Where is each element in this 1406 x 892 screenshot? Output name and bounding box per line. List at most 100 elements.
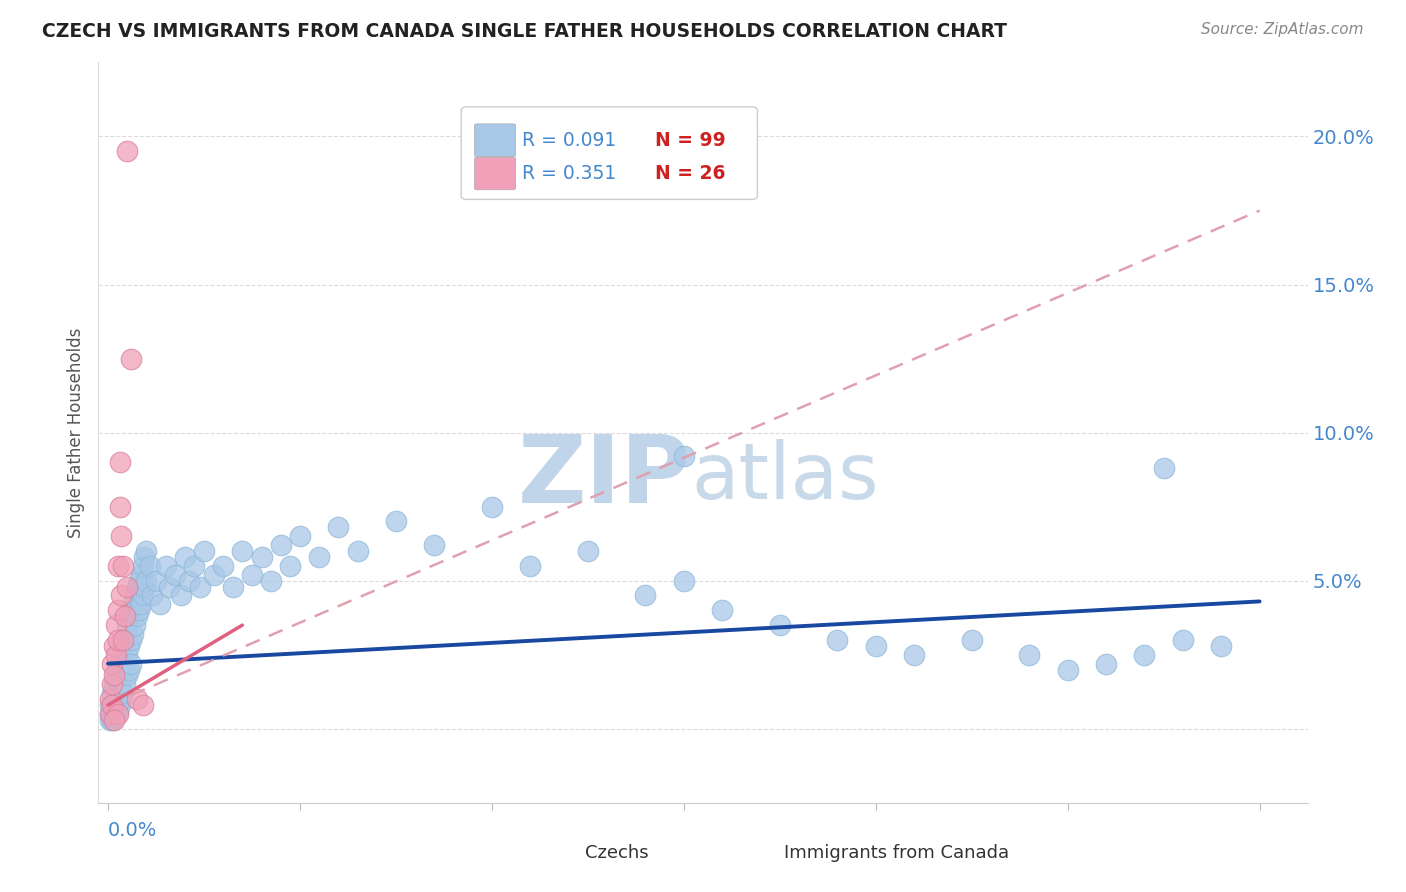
Point	[423, 538, 446, 552]
Point	[903, 648, 925, 662]
Text: R = 0.351: R = 0.351	[522, 164, 616, 183]
Point	[960, 632, 983, 647]
Point	[104, 668, 127, 682]
Point	[112, 558, 135, 573]
Point	[118, 663, 141, 677]
Point	[672, 574, 695, 588]
Point	[114, 609, 136, 624]
Text: R = 0.091: R = 0.091	[522, 130, 616, 150]
Point	[1095, 657, 1118, 671]
Point	[134, 549, 156, 564]
FancyBboxPatch shape	[474, 124, 516, 156]
Point	[141, 589, 163, 603]
Point	[101, 677, 124, 691]
Point	[104, 618, 127, 632]
Point	[131, 698, 153, 712]
Point	[103, 698, 125, 712]
Point	[173, 549, 195, 564]
Point	[115, 648, 138, 662]
Point	[125, 580, 148, 594]
Point	[134, 580, 156, 594]
Point	[129, 598, 152, 612]
Point	[145, 574, 167, 588]
Text: 0.0%: 0.0%	[108, 821, 157, 839]
Point	[131, 558, 153, 573]
Point	[110, 692, 132, 706]
Point	[769, 618, 792, 632]
Text: CZECH VS IMMIGRANTS FROM CANADA SINGLE FATHER HOUSEHOLDS CORRELATION CHART: CZECH VS IMMIGRANTS FROM CANADA SINGLE F…	[42, 22, 1007, 41]
Point	[103, 668, 125, 682]
Point	[1153, 461, 1175, 475]
Text: Immigrants from Canada: Immigrants from Canada	[785, 844, 1010, 863]
Point	[212, 558, 235, 573]
Point	[110, 648, 132, 662]
Point	[101, 657, 124, 671]
Point	[98, 713, 121, 727]
Point	[1171, 632, 1194, 647]
Point	[222, 580, 245, 594]
Point	[135, 544, 157, 558]
Point	[104, 692, 127, 706]
Point	[107, 704, 129, 718]
Point	[112, 632, 135, 647]
Point	[188, 580, 211, 594]
Point	[107, 663, 129, 677]
Point	[112, 639, 135, 653]
Point	[481, 500, 503, 514]
Point	[250, 549, 273, 564]
Point	[101, 686, 124, 700]
Point	[177, 574, 200, 588]
Point	[193, 544, 215, 558]
Point	[827, 632, 849, 647]
Point	[104, 648, 127, 662]
Point	[634, 589, 657, 603]
Point	[131, 589, 153, 603]
Point	[115, 145, 138, 159]
Point	[125, 692, 148, 706]
Point	[98, 706, 121, 721]
Point	[135, 574, 157, 588]
Point	[103, 713, 125, 727]
Point	[110, 529, 132, 543]
Point	[118, 609, 141, 624]
Point	[115, 668, 138, 682]
Text: ZIP: ZIP	[517, 431, 690, 523]
Point	[120, 351, 142, 366]
Point	[108, 455, 131, 469]
FancyBboxPatch shape	[461, 107, 758, 200]
Point	[101, 698, 124, 712]
Point	[112, 663, 135, 677]
Point	[865, 639, 887, 653]
Point	[107, 603, 129, 617]
Point	[104, 706, 127, 721]
Point	[165, 567, 187, 582]
Point	[108, 657, 131, 671]
Point	[270, 538, 292, 552]
Point	[308, 549, 330, 564]
Point	[183, 558, 205, 573]
Point	[108, 677, 131, 691]
Point	[385, 515, 408, 529]
Point	[240, 567, 263, 582]
Point	[98, 692, 121, 706]
Point	[103, 677, 125, 691]
Point	[108, 500, 131, 514]
Point	[328, 520, 350, 534]
Point	[101, 713, 124, 727]
Point	[124, 618, 146, 632]
Point	[120, 603, 142, 617]
Point	[118, 639, 141, 653]
Point	[1133, 648, 1156, 662]
Point	[288, 529, 311, 543]
Point	[114, 677, 136, 691]
FancyBboxPatch shape	[474, 157, 516, 190]
Point	[280, 558, 302, 573]
Point	[231, 544, 253, 558]
Point	[107, 632, 129, 647]
Point	[110, 668, 132, 682]
Point	[114, 632, 136, 647]
Point	[98, 706, 121, 721]
Point	[120, 657, 142, 671]
Point	[122, 627, 145, 641]
Point	[170, 589, 193, 603]
